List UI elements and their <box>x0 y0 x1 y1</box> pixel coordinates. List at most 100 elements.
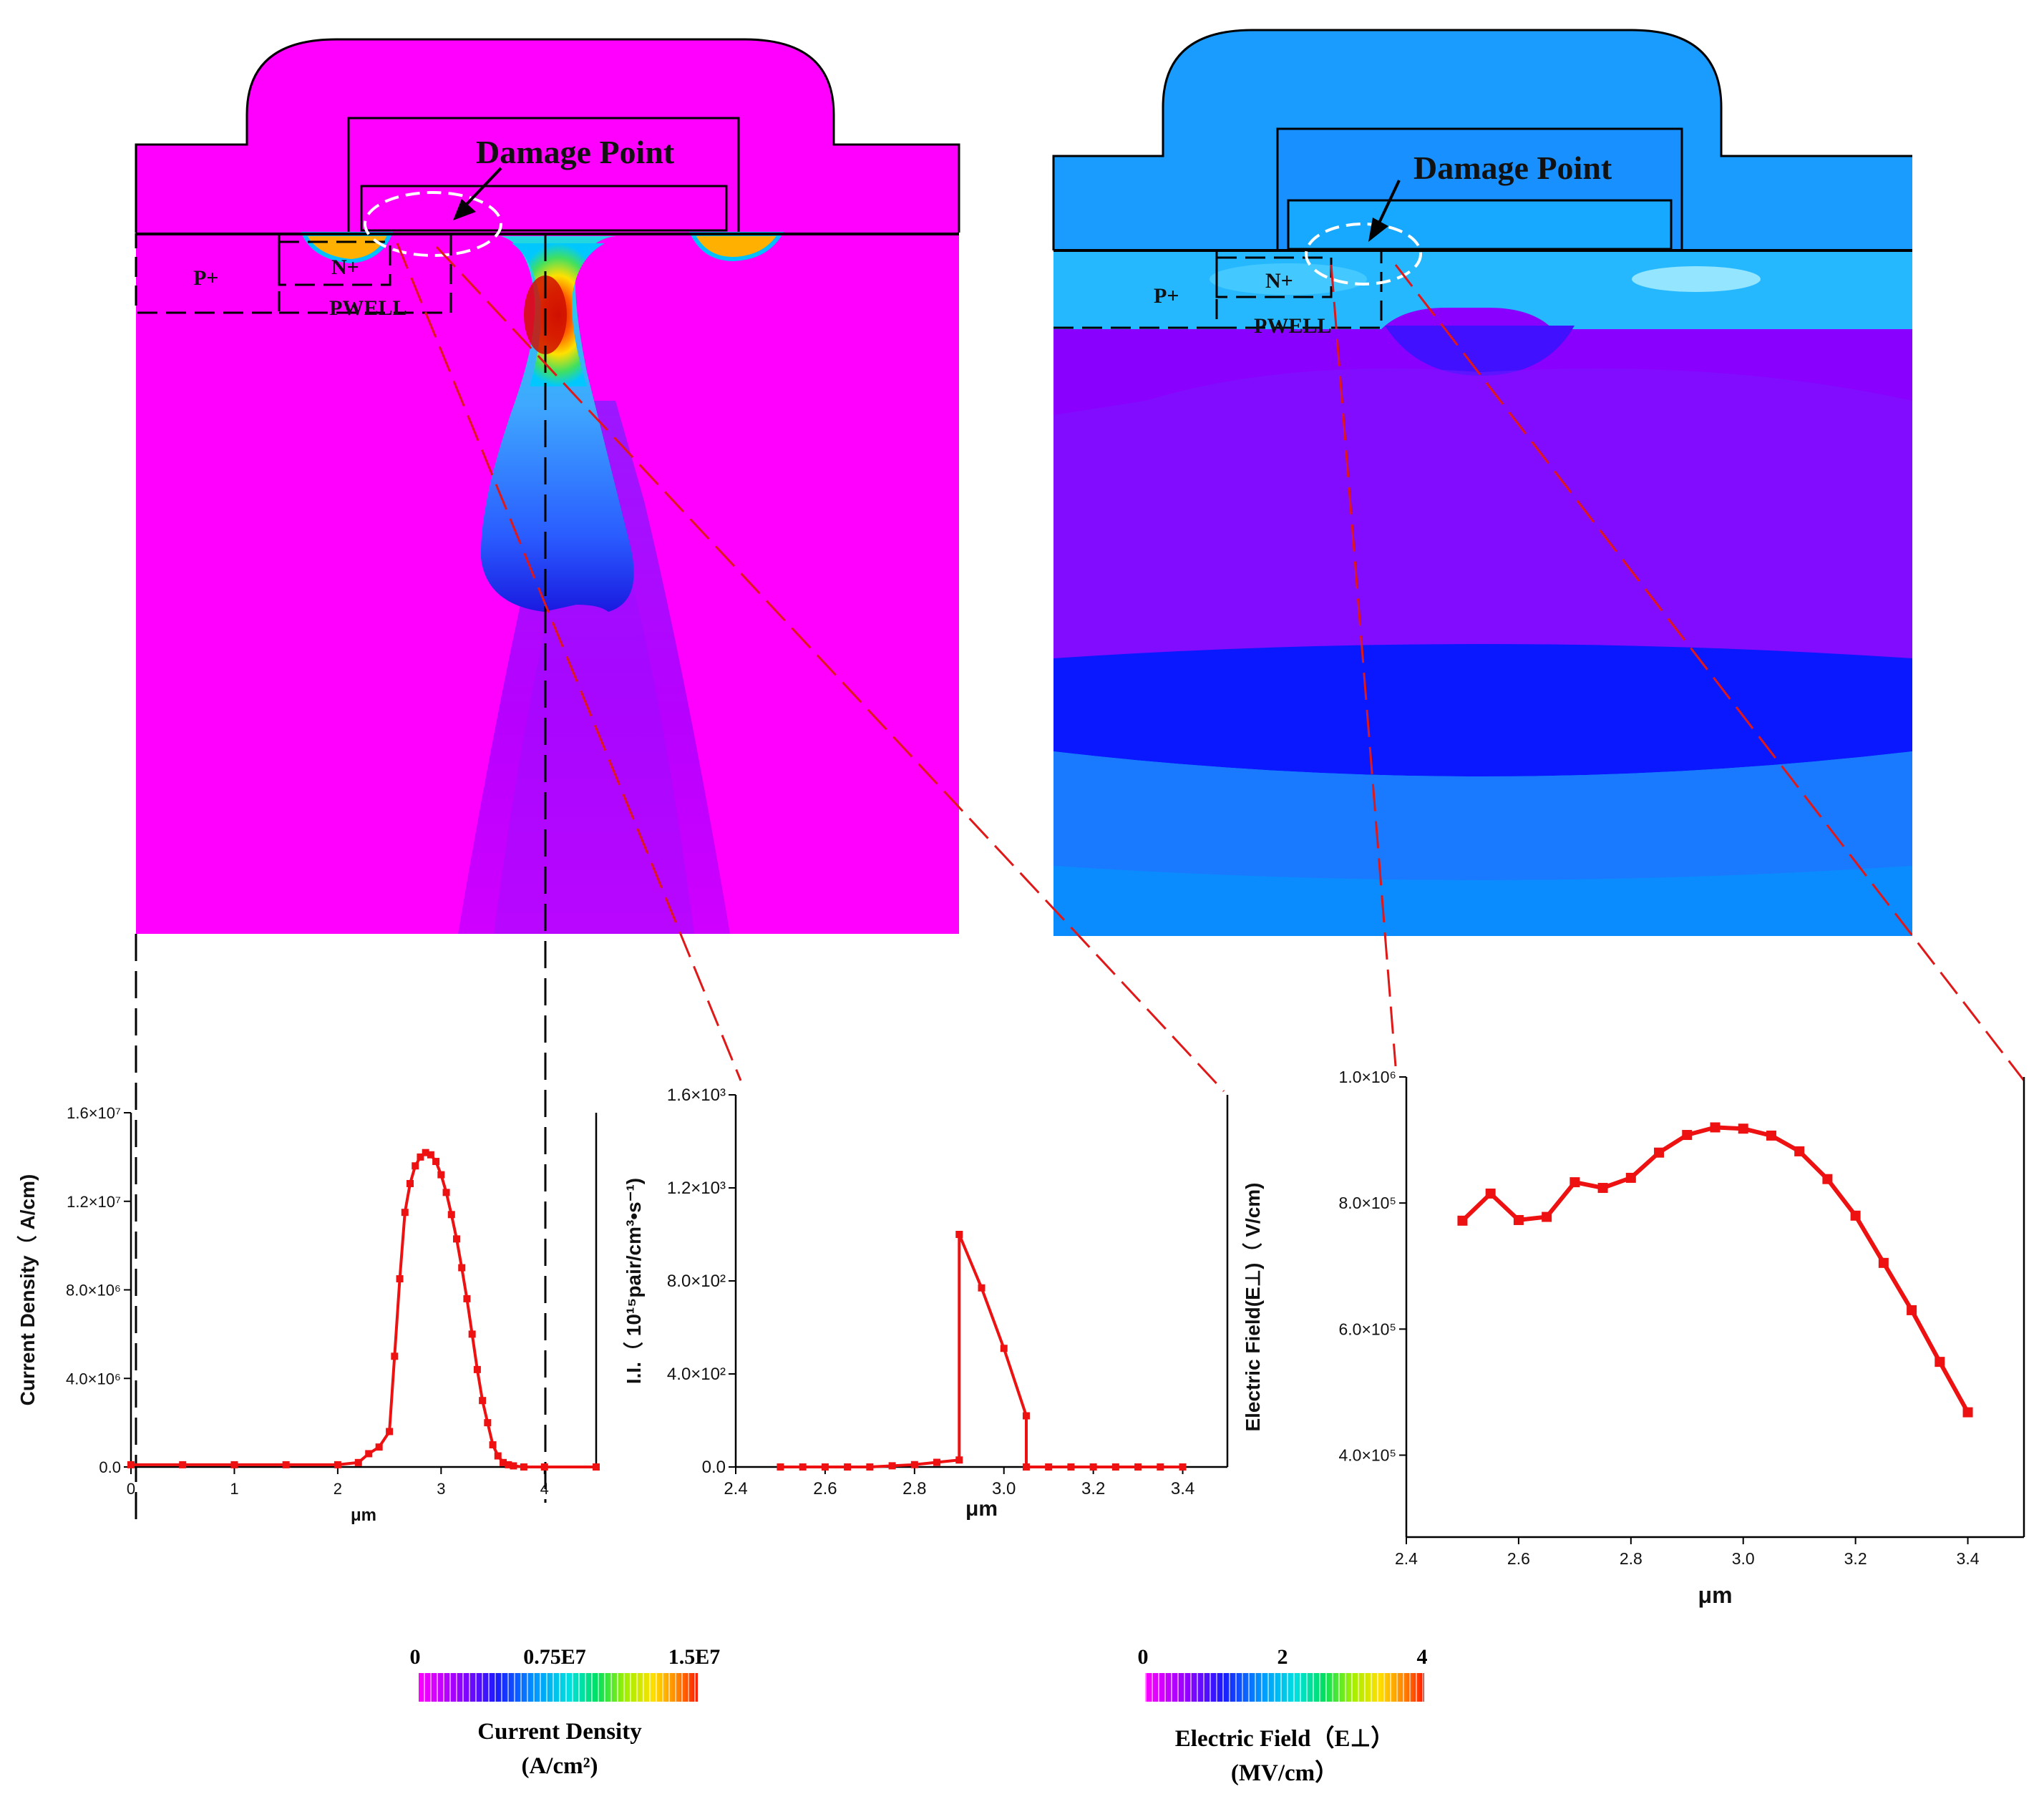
x-tick-label: 3.2 <box>1081 1479 1105 1498</box>
data-point <box>821 1463 829 1471</box>
gate-dome <box>136 39 959 233</box>
data-point <box>1485 1188 1496 1199</box>
data-point <box>510 1462 517 1470</box>
y-tick-label: 1.6×10³ <box>667 1086 726 1105</box>
data-point <box>386 1428 394 1435</box>
data-point <box>1045 1463 1053 1471</box>
data-point <box>1542 1211 1552 1222</box>
electric-field-chart: 2.4 2.6 2.8 3.0 3.2 3.4 4.0×10⁵ 6.0×10⁵ 8.0×10⁵ 1… <box>1241 1068 2025 1608</box>
legend-tick: 1.5E7 <box>668 1645 721 1669</box>
y-tick-label: 1.2×10³ <box>667 1179 726 1198</box>
data-point <box>437 1171 445 1179</box>
right-p-plus-label: P+ <box>1154 284 1179 308</box>
data-point <box>505 1461 512 1468</box>
data-point <box>888 1462 896 1470</box>
x-tick-label: 3.0 <box>992 1479 1016 1498</box>
current-density-legend: 0 0.75E7 1.5E7 Current Density (A/cm²) <box>410 1645 721 1779</box>
data-point <box>1513 1214 1524 1225</box>
data-point <box>1134 1463 1142 1471</box>
n-plus-region <box>278 240 391 286</box>
x-tick-label: 4 <box>540 1480 549 1498</box>
data-point <box>1794 1146 1805 1156</box>
data-point <box>463 1295 471 1302</box>
x-tick-label: 3.0 <box>1732 1549 1755 1568</box>
data-point <box>1682 1130 1693 1141</box>
data-point <box>179 1461 187 1468</box>
y-tick-label: 8.0×10² <box>667 1272 726 1291</box>
n-plus-label: N+ <box>331 255 359 279</box>
current-density-chart: 0 1 2 3 4 0.0 4.0×10⁶ 8.0×10⁶ 1.2×10⁷ 1.6×10⁷ μm Cu… <box>16 1104 600 1525</box>
data-point <box>844 1463 852 1471</box>
x-tick-label: 2.8 <box>1620 1549 1642 1568</box>
data-point <box>1822 1174 1833 1184</box>
data-point <box>375 1443 383 1451</box>
y-tick-label: 1.6×10⁷ <box>67 1104 121 1122</box>
data-point <box>494 1452 502 1460</box>
data-point <box>1934 1357 1945 1367</box>
y-tick-label: 8.0×10⁶ <box>66 1282 121 1300</box>
right-pwell-label: PWELL <box>1254 314 1331 338</box>
data-point <box>1850 1210 1861 1221</box>
data-point <box>468 1330 476 1338</box>
right-n-plus-label: N+ <box>1265 269 1293 293</box>
y-axis-label: Electric Field(E⊥)（ V/cm) <box>1241 1182 1264 1431</box>
x-axis-label: μm <box>965 1497 998 1521</box>
data-point <box>127 1461 135 1468</box>
data-point <box>1710 1122 1721 1133</box>
x-tick-label: 0 <box>127 1480 135 1498</box>
x-tick-label: 2.4 <box>1395 1549 1418 1568</box>
y-tick-label: 0.0 <box>99 1458 121 1476</box>
data-point <box>1022 1463 1030 1471</box>
guide-lines <box>135 234 2025 1524</box>
x-tick-label: 2.6 <box>813 1479 837 1498</box>
data-point <box>500 1458 507 1466</box>
data-point <box>1000 1345 1008 1352</box>
legend-tick: 4 <box>1417 1645 1428 1669</box>
right-damage-point-marker <box>1305 223 1422 286</box>
legend-tick: 0 <box>410 1645 421 1669</box>
legend-title: Electric Field（E⊥） <box>1175 1725 1394 1752</box>
data-point <box>593 1463 600 1471</box>
data-point <box>391 1352 399 1360</box>
data-point <box>484 1419 492 1427</box>
right-damage-point-label: Damage Point <box>1413 150 1612 186</box>
data-point <box>540 1463 548 1471</box>
data-point <box>417 1153 424 1161</box>
x-tick-label: 3.4 <box>1957 1549 1980 1568</box>
current-spread-fan <box>458 401 730 934</box>
y-tick-label: 1.0×10⁶ <box>1339 1068 1396 1086</box>
data-point <box>1457 1215 1468 1226</box>
x-tick-label: 3 <box>437 1480 445 1498</box>
data-point <box>422 1149 429 1156</box>
data-point <box>1570 1177 1580 1188</box>
data-point <box>1597 1183 1608 1194</box>
data-point <box>933 1458 941 1466</box>
legend-tick: 0.75E7 <box>523 1645 586 1669</box>
damage-point-label: Damage Point <box>476 134 675 170</box>
impact-ionization-chart: 2.4 2.6 2.8 3.0 3.2 3.4 0.0 4.0×10² 8.0×10² 1.2×1… <box>622 1086 1229 1521</box>
data-point <box>910 1461 918 1468</box>
electric-field-legend: 0 2 4 Electric Field（E⊥） (MV/cm） <box>1138 1645 1428 1786</box>
data-point <box>230 1461 238 1468</box>
x-tick-label: 2.4 <box>724 1479 747 1498</box>
data-point <box>520 1463 527 1471</box>
data-point <box>955 1456 963 1464</box>
right-gate-oxide <box>1287 199 1673 250</box>
data-point <box>458 1264 466 1272</box>
legend-unit: (A/cm²) <box>521 1753 598 1779</box>
data-line <box>780 1233 1183 1468</box>
electric-field-simulation: P+ N+ PWELL Damage Point <box>1052 29 1912 936</box>
data-point <box>1766 1130 1776 1141</box>
data-point <box>432 1158 440 1166</box>
data-point <box>799 1463 807 1471</box>
y-tick-label: 4.0×10⁵ <box>1338 1445 1396 1464</box>
legend-tick: 0 <box>1138 1645 1149 1669</box>
legend-title: Current Density <box>477 1719 642 1745</box>
data-point <box>866 1463 874 1471</box>
data-point <box>1962 1407 1973 1418</box>
data-point <box>1157 1463 1164 1471</box>
x-axis-label: μm <box>1698 1582 1732 1608</box>
damage-point-marker <box>364 191 502 257</box>
damage-arrow <box>453 199 476 220</box>
